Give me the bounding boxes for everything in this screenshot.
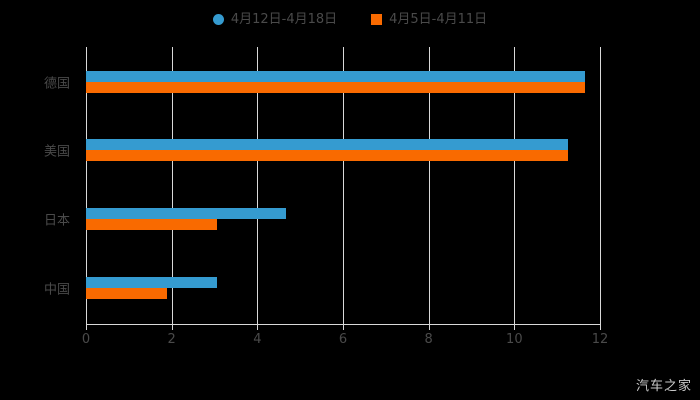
x-axis-tick-label: 10 [506, 332, 523, 347]
x-axis-tick [428, 324, 430, 330]
chart-legend: 4月12日-4月18日 4月5日-4月11日 [0, 8, 700, 30]
y-axis-tick-label: 中国 [43, 282, 70, 298]
x-axis-tick-label: 6 [338, 332, 348, 347]
bar[interactable] [86, 150, 568, 161]
x-axis-tick-label: 8 [424, 332, 433, 347]
y-axis-line [86, 47, 87, 324]
plot-area [86, 47, 601, 324]
x-axis-tick-label: 0 [81, 332, 91, 347]
gridline-vertical [600, 47, 601, 324]
legend-label: 4月5日-4月11日 [389, 11, 488, 27]
gridline-vertical [257, 47, 259, 324]
legend-circle-marker-icon [212, 13, 224, 25]
x-axis-tick [343, 324, 344, 330]
watermark: 汽车之家 [635, 379, 692, 394]
y-axis-tick-label: 美国 [43, 144, 70, 160]
bar[interactable] [86, 277, 217, 288]
legend-square-marker-icon [371, 13, 383, 25]
y-axis-tick-label: 德国 [43, 76, 70, 92]
y-axis-category-labels: 德国 美国 日本 中国 [0, 0, 78, 400]
legend-label: 4月12日-4月18日 [230, 11, 338, 27]
bar[interactable] [86, 219, 217, 230]
gridline-vertical [514, 47, 516, 324]
x-axis-tick [86, 324, 87, 330]
bar[interactable] [86, 208, 287, 219]
legend-entry[interactable]: 4月5日-4月11日 [371, 13, 487, 26]
x-axis: 0 2 4 6 8 10 12 [82, 324, 608, 354]
bar[interactable] [86, 139, 568, 150]
gridline-vertical [428, 47, 430, 324]
x-axis-tick [257, 324, 259, 330]
y-axis-tick-label: 日本 [43, 213, 70, 229]
bar[interactable] [86, 71, 585, 82]
x-axis-tick-label: 4 [253, 332, 262, 347]
legend-entry[interactable]: 4月12日-4月18日 [212, 11, 338, 27]
gridline-vertical [171, 47, 173, 324]
x-axis-tick [514, 324, 516, 330]
x-axis-tick [600, 324, 601, 330]
x-axis-tick [171, 324, 173, 330]
bar[interactable] [86, 288, 167, 299]
bar[interactable] [86, 82, 585, 93]
gridline-vertical [343, 47, 344, 324]
x-axis-tick-label: 12 [591, 332, 609, 347]
x-axis-tick-label: 2 [167, 332, 176, 347]
